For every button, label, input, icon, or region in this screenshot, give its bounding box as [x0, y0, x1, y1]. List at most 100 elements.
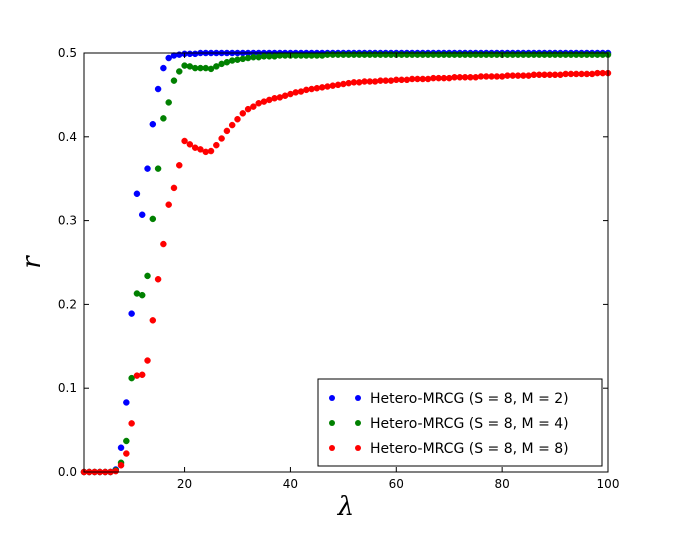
- data-point: [313, 84, 321, 92]
- data-point: [138, 211, 146, 218]
- data-point: [154, 276, 162, 283]
- data-point: [403, 76, 411, 84]
- legend-marker: [355, 445, 361, 451]
- data-point: [303, 86, 310, 94]
- data-point: [165, 99, 172, 106]
- data-point: [207, 65, 215, 73]
- legend-label: Hetero-MRCG (S = 8, M = 4): [370, 416, 569, 432]
- data-point: [324, 83, 331, 90]
- data-point: [340, 80, 347, 88]
- data-point: [345, 79, 352, 87]
- data-point: [123, 399, 130, 406]
- data-point: [588, 70, 596, 78]
- data-point: [498, 73, 506, 80]
- data-point: [128, 420, 135, 427]
- data-point: [223, 127, 231, 135]
- y-tick-label: 0.5: [58, 46, 77, 60]
- data-point: [355, 79, 363, 86]
- data-point: [525, 72, 532, 79]
- data-point: [197, 146, 204, 153]
- data-point: [213, 63, 220, 70]
- data-point: [191, 50, 199, 58]
- data-point: [144, 357, 151, 364]
- data-point: [228, 121, 236, 129]
- data-point: [186, 141, 194, 148]
- data-point: [445, 74, 453, 82]
- data-point: [123, 437, 130, 445]
- data-point: [154, 85, 162, 93]
- data-point: [144, 272, 151, 280]
- data-point: [250, 103, 257, 110]
- data-point: [271, 95, 278, 102]
- data-point: [557, 71, 564, 79]
- data-point: [239, 110, 247, 117]
- x-tick-label: 40: [283, 477, 298, 491]
- data-point: [117, 444, 125, 451]
- data-point: [176, 162, 183, 169]
- data-point: [123, 450, 130, 457]
- data-point: [329, 82, 337, 89]
- data-point: [234, 56, 241, 63]
- data-point: [202, 148, 209, 156]
- data-point: [144, 165, 151, 172]
- plot-frame: [83, 52, 609, 473]
- data-point: [138, 371, 146, 379]
- series-3: [80, 69, 612, 476]
- data-point: [244, 54, 252, 62]
- data-point: [133, 372, 141, 379]
- x-tick-label: 20: [177, 477, 192, 491]
- legend-box: [317, 378, 603, 467]
- legend: Hetero-MRCG (S = 8, M = 2) Hetero-MRCG (S…: [317, 378, 603, 467]
- legend-item: Hetero-MRCG (S = 8, M = 2): [329, 391, 569, 407]
- y-tick-label: 0.4: [58, 130, 77, 144]
- ticks-layer: 20 40 60 80 100 0.0 0.1 0.2 0.3 0.4 0.5: [58, 46, 620, 491]
- y-tick-label: 0.1: [58, 381, 77, 395]
- legend-marker: [355, 420, 361, 426]
- x-tick-label: 100: [597, 477, 620, 491]
- data-point: [387, 77, 395, 84]
- data-point: [334, 81, 342, 89]
- data-point: [424, 75, 432, 83]
- data-point: [213, 141, 220, 149]
- y-axis-label: r: [17, 255, 47, 269]
- data-point: [112, 467, 120, 475]
- data-point: [255, 53, 262, 61]
- data-point: [149, 317, 157, 324]
- data-point: [207, 147, 215, 155]
- y-tick-label: 0.0: [58, 465, 77, 479]
- legend-label: Hetero-MRCG (S = 8, M = 8): [370, 441, 569, 457]
- legend-item: Hetero-MRCG (S = 8, M = 4): [329, 416, 569, 432]
- x-axis-label: λ: [337, 492, 354, 522]
- data-point: [228, 57, 236, 64]
- legend-marker: [329, 395, 335, 401]
- legend-item: Hetero-MRCG (S = 8, M = 8): [329, 441, 569, 457]
- data-point: [165, 54, 172, 62]
- data-point: [138, 291, 146, 299]
- legend-label: Hetero-MRCG (S = 8, M = 2): [370, 391, 569, 407]
- data-point: [117, 462, 125, 469]
- data-point: [170, 184, 178, 192]
- data-point: [292, 89, 299, 96]
- data-point: [133, 190, 141, 198]
- data-point: [181, 62, 188, 69]
- legend-marker: [329, 420, 335, 426]
- data-point: [472, 74, 479, 81]
- data-point: [202, 64, 209, 72]
- data-point: [154, 165, 162, 172]
- x-tick-label: 80: [495, 477, 510, 491]
- data-point: [165, 201, 172, 208]
- data-point: [234, 115, 241, 123]
- data-point: [244, 105, 252, 113]
- x-tick-label: 60: [389, 477, 404, 491]
- y-tick-label: 0.2: [58, 297, 77, 311]
- data-point: [176, 68, 183, 75]
- data-point: [308, 85, 315, 93]
- data-point: [128, 374, 135, 382]
- data-point: [371, 78, 379, 85]
- data-point: [149, 120, 157, 128]
- data-point: [218, 135, 225, 142]
- legend-marker: [329, 445, 335, 451]
- data-point: [160, 115, 167, 122]
- legend-marker: [355, 395, 361, 401]
